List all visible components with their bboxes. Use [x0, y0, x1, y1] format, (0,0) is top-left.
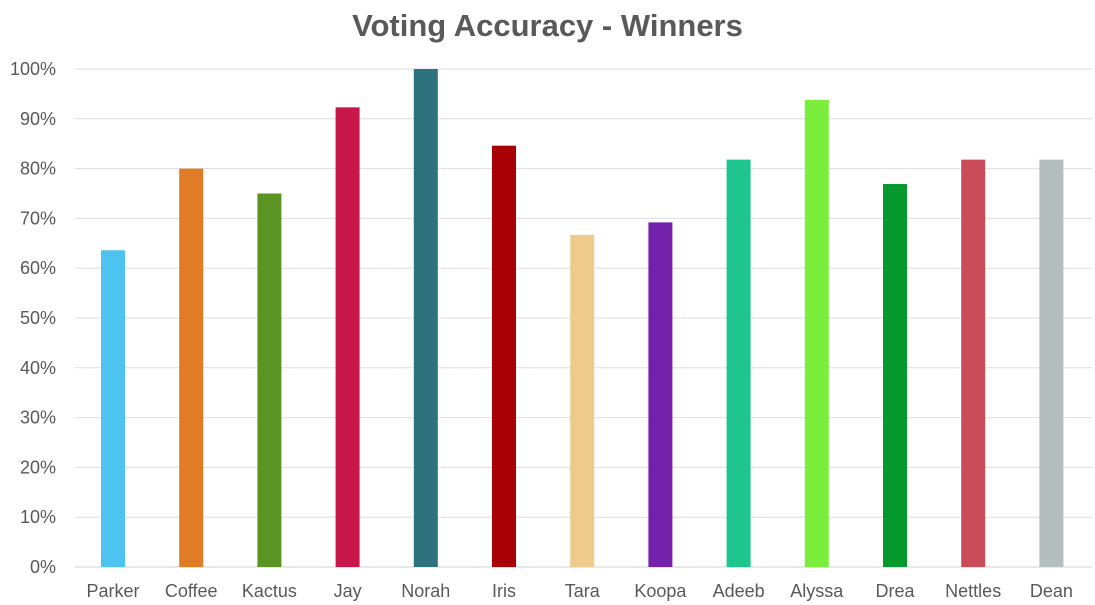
bar-dean	[1039, 159, 1064, 568]
bar-iris	[492, 145, 516, 567]
x-tick-label: Coffee	[165, 581, 218, 601]
bar-koopa	[648, 222, 673, 567]
x-tick-label: Jay	[334, 581, 362, 601]
y-tick-label: 80%	[20, 159, 56, 179]
chart-title: Voting Accuracy - Winners	[352, 8, 743, 43]
x-tick-label: Iris	[492, 581, 516, 601]
x-tick-label: Alyssa	[790, 581, 844, 601]
y-tick-label: 20%	[20, 457, 56, 477]
y-tick-label: 40%	[20, 358, 56, 378]
bar-drea	[883, 184, 907, 567]
x-axis-labels: Parker Coffee Kactus Jay Norah Iris Tara Koopa A…	[86, 581, 1072, 601]
bar-adeeb	[726, 159, 751, 568]
bar-coffee	[179, 168, 204, 567]
x-tick-label: Parker	[86, 581, 139, 601]
bar-jay	[335, 107, 360, 567]
bar-norah	[413, 69, 438, 567]
bar-tara	[570, 234, 595, 568]
y-tick-label: 50%	[20, 308, 56, 328]
x-tick-label: Drea	[875, 581, 915, 601]
y-tick-label: 60%	[20, 258, 56, 278]
x-tick-label: Koopa	[634, 581, 687, 601]
bar-alyssa	[804, 99, 829, 567]
y-axis-ticks: 0% 10% 20% 30% 40% 50% 60% 70% 80% 90% 100%	[10, 59, 56, 577]
y-tick-label: 10%	[20, 507, 56, 527]
y-tick-label: 0%	[30, 557, 56, 577]
x-tick-label: Kactus	[242, 581, 297, 601]
bar-kactus	[257, 193, 282, 567]
bar-parker	[101, 250, 125, 567]
bars	[101, 69, 1064, 568]
bar-nettles	[961, 159, 986, 568]
x-tick-label: Adeeb	[713, 581, 765, 601]
x-tick-label: Nettles	[945, 581, 1001, 601]
y-tick-label: 30%	[20, 408, 56, 428]
y-tick-label: 100%	[10, 59, 56, 79]
x-tick-label: Dean	[1030, 581, 1073, 601]
y-tick-label: 70%	[20, 208, 56, 228]
x-tick-label: Norah	[401, 581, 450, 601]
x-tick-label: Tara	[565, 581, 601, 601]
y-tick-label: 90%	[20, 109, 56, 129]
